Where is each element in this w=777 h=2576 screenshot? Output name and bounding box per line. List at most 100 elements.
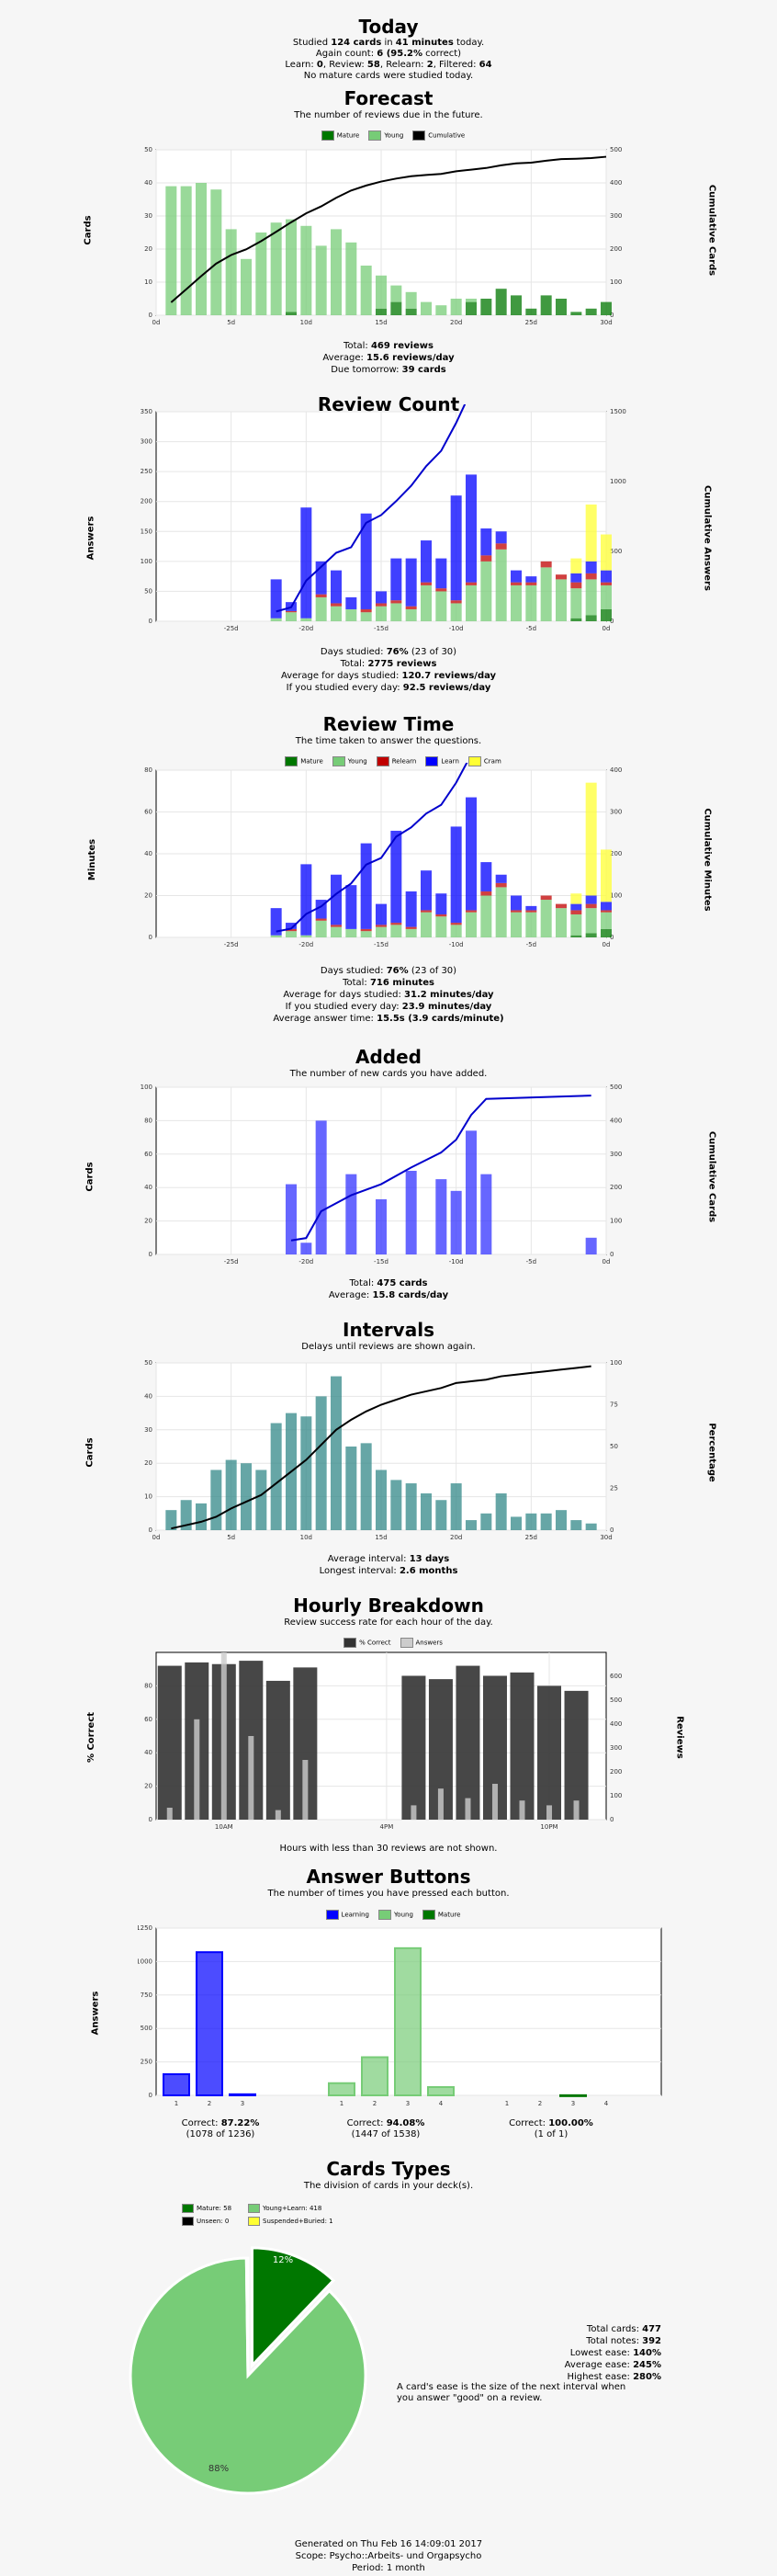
review-time-title: Review Time (322, 713, 455, 735)
bar-young-3 (394, 1946, 422, 2097)
x-tick-label: 5d (227, 1534, 235, 1541)
bar-young (585, 579, 597, 616)
bar-relearn (315, 594, 327, 597)
hourly-legend: % Correct Answers (0, 1638, 777, 1648)
bar-cram (601, 849, 612, 902)
legend-label: Young+Learn: 418 (263, 2205, 322, 2212)
y2-tick-label: 400 (610, 179, 622, 187)
bar-young (165, 186, 177, 315)
bar-relearn (466, 910, 477, 913)
y-tick-label: 0 (149, 2092, 152, 2099)
x-tick-label: -5d (526, 1258, 536, 1265)
legend-swatch (368, 131, 382, 141)
cumulative-line (276, 404, 467, 613)
bar-added (435, 1179, 447, 1254)
intervals-ylabel: Cards (84, 1437, 96, 1468)
bar-learn (601, 902, 612, 911)
bar-relearn (601, 910, 612, 913)
bar-learn (286, 923, 297, 929)
y-tick-label: 150 (141, 528, 152, 535)
bar-learn (300, 864, 312, 936)
y-tick-label: 60 (144, 1716, 152, 1723)
stat-line: Total: 716 minutes (343, 978, 434, 988)
y2-tick-label: 50 (610, 1443, 618, 1450)
bar-answers (248, 1736, 254, 1820)
hourly-ylabel: % Correct (86, 1711, 97, 1764)
bar-relearn (495, 543, 507, 550)
bar-learn (585, 895, 597, 904)
y-tick-label: 60 (144, 1151, 152, 1158)
pie-slice-younglearn (129, 2256, 367, 2495)
stat-line: Average: 15.8 cards/day (328, 1290, 449, 1300)
bar-young (525, 584, 537, 621)
bar-learn (390, 558, 402, 601)
pie-slice-mature (250, 2246, 336, 2369)
y2-tick-label: 0 (610, 618, 614, 625)
bar-added (315, 1120, 327, 1254)
card-types-header: Cards Types The division of cards in you… (0, 2158, 777, 2192)
forecast-stats: Total: 469 reviews Average: 15.6 reviews/… (0, 340, 777, 376)
stat-line: Longest interval: 2.6 months (319, 1566, 458, 1576)
bar-young (405, 608, 417, 621)
bar-cards (210, 1470, 222, 1530)
bar-cards (241, 1463, 252, 1530)
review-count-ylabel: Answers (85, 516, 96, 561)
y-tick-label: 60 (144, 809, 152, 816)
bar-young (511, 584, 522, 621)
y-tick-label: 80 (144, 1682, 152, 1689)
added-ylabel: Cards (84, 1162, 96, 1192)
forecast-ylabel: Cards (83, 215, 94, 245)
bar-relearn (360, 928, 372, 932)
bar-young (315, 596, 327, 621)
x-tick-label: -15d (374, 941, 388, 948)
hourly-y2label: Reviews (674, 1716, 685, 1759)
stat-line: Average interval: 13 days (327, 1554, 450, 1564)
y2-tick-label: 400 (610, 1720, 622, 1728)
stat-line: Total notes: 392 (586, 2336, 661, 2346)
y2-tick-label: 0 (610, 1251, 614, 1258)
bar-cards (570, 1520, 582, 1530)
x-tick-label: 1 (340, 2100, 343, 2107)
y-tick-label: 40 (144, 850, 152, 857)
legend-swatch (412, 131, 426, 141)
bar-cards (300, 1416, 312, 1530)
bar-relearn (286, 928, 297, 932)
y-tick-label: 250 (141, 468, 152, 475)
x-tick-label: -25d (224, 1258, 239, 1265)
legend-label: Mature (300, 757, 323, 766)
bar-cards (360, 1443, 372, 1530)
x-tick-label: 4 (604, 2100, 609, 2107)
bar-relearn (570, 910, 582, 914)
bar-relearn (495, 882, 507, 888)
forecast-y2label: Cumulative Cards (706, 184, 717, 277)
x-tick-label: 30d (600, 319, 612, 326)
bar-young (435, 305, 447, 315)
bar-cards (165, 1510, 177, 1530)
bar-mature (570, 312, 582, 315)
y2-tick-label: 300 (610, 809, 622, 816)
stat-line: Average for days studied: 31.2 minutes/d… (283, 990, 494, 1000)
x-tick-label: 1 (175, 2100, 178, 2107)
y2-tick-label: 400 (610, 1117, 622, 1124)
y2-tick-label: 0 (610, 1816, 614, 1823)
bar-young (570, 914, 582, 936)
bar-mature (511, 295, 522, 315)
y-tick-label: 0 (149, 1251, 152, 1258)
y-tick-label: 40 (144, 1392, 152, 1400)
bar-young (286, 219, 297, 312)
bar-relearn (480, 555, 492, 562)
footer-generated: Generated on Thu Feb 16 14:09:01 2017 (294, 2539, 483, 2549)
bar-relearn (556, 903, 567, 909)
hourly-chart: 0 20 40 60 80 0 100 200 300 400 500 600 10AM 4PM 10PM (144, 1651, 622, 1831)
bar-added (405, 1171, 417, 1254)
y2-tick-label: 100 (610, 892, 622, 900)
bar-relearn (480, 891, 492, 896)
legend-swatch (377, 1910, 391, 1920)
legend-label: Mature (437, 1911, 461, 1919)
y-tick-label: 100 (141, 1084, 152, 1091)
bar-learn (331, 570, 342, 604)
bar-learn (525, 905, 537, 911)
review-time-y2label: Cumulative Minutes (702, 808, 713, 912)
bar-correct (564, 1690, 589, 1820)
y-tick-label: 30 (144, 212, 152, 220)
